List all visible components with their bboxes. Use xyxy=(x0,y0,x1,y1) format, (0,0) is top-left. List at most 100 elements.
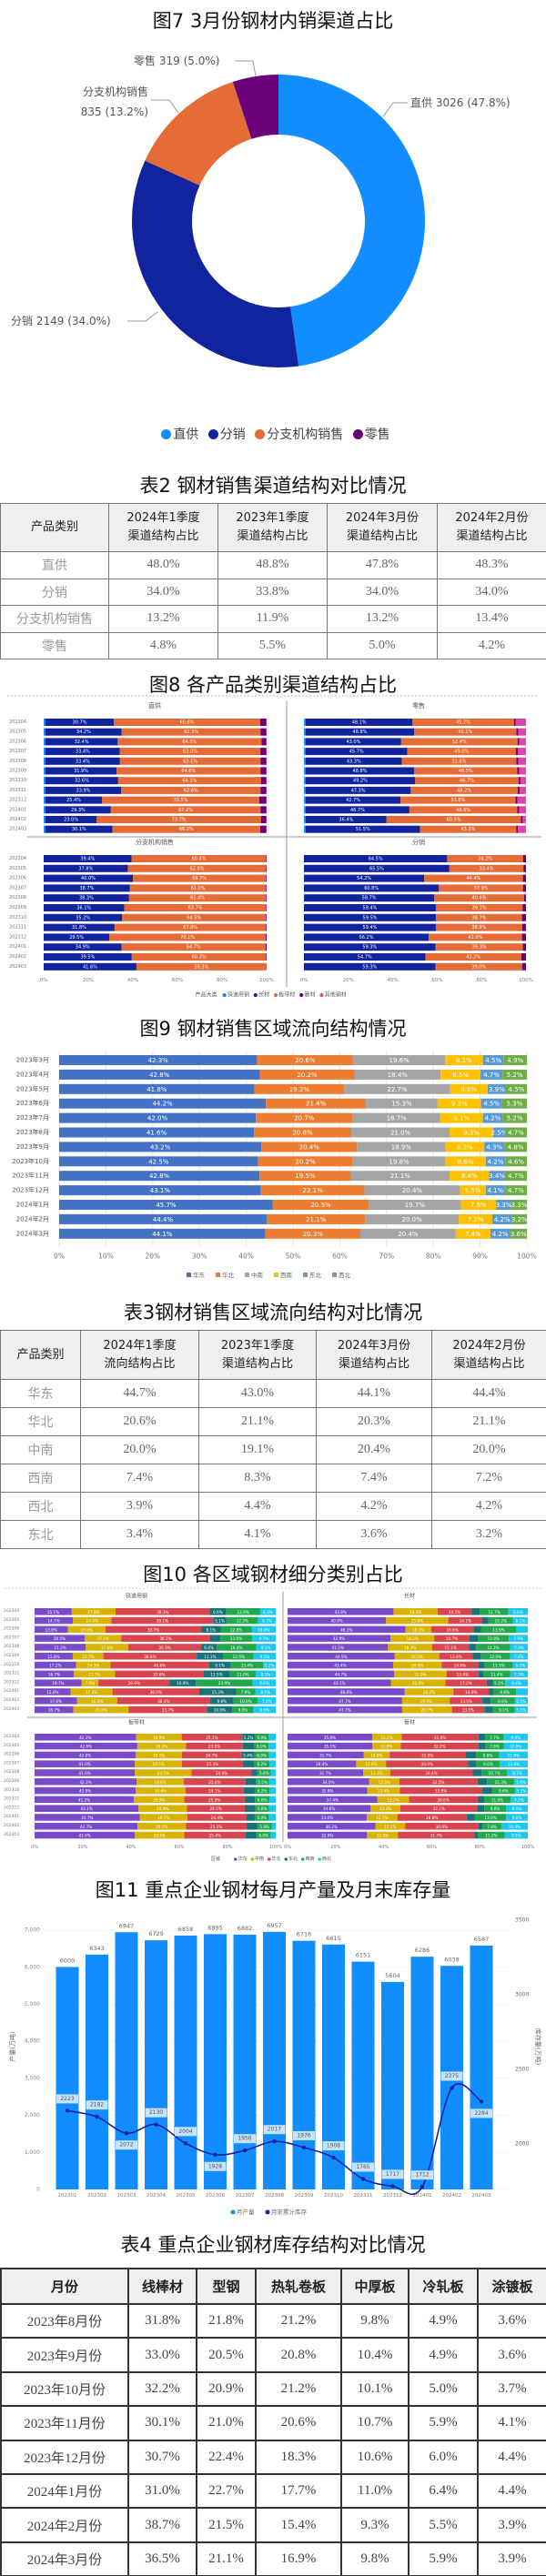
bar-row: 16.7% 23.6% 33.7% 10.9% 9.0% 9.6% xyxy=(35,1706,276,1714)
bar-segment xyxy=(121,786,261,794)
x-tick-label: 202301 xyxy=(58,2193,77,2199)
bar-segment xyxy=(431,1644,470,1651)
legend-swatch-icon xyxy=(332,1273,337,1277)
bar-segment xyxy=(266,874,267,882)
bar-segment xyxy=(259,719,267,726)
bar-segment xyxy=(477,1805,485,1812)
data-label: 38.7% xyxy=(79,886,94,891)
x-tick-label: 80% xyxy=(475,1845,485,1850)
legend-dot-icon xyxy=(250,1857,254,1861)
bar-row: 35.2% 64.5% xyxy=(44,913,267,921)
data-label: 10.0% xyxy=(239,1699,251,1704)
bar-segment xyxy=(288,1635,391,1642)
data-label: 43.3% xyxy=(347,759,361,764)
bar-segment xyxy=(236,1688,256,1696)
data-label: 10.9% xyxy=(370,1753,382,1757)
y-tick-label: 3,000 xyxy=(25,2075,40,2081)
table-row: 2023年9月份 33.0% 20.5% 20.8% 10.4% 4.9% 3.6% xyxy=(0,2337,546,2373)
data-label: 9.0% xyxy=(238,1708,248,1713)
bar-segment xyxy=(226,1616,258,1625)
table-cell: 3.9% xyxy=(477,2507,546,2543)
x-tick-label: 80% xyxy=(476,978,487,983)
bar-segment xyxy=(187,1805,246,1812)
data-label: 31.9% xyxy=(74,769,88,774)
bar-segment xyxy=(266,894,267,902)
data-label: 47.3% xyxy=(351,788,366,793)
bar-segment xyxy=(405,1823,479,1830)
data-label: 20.0% xyxy=(411,1664,423,1668)
column-header: 型钢 xyxy=(196,2268,257,2305)
bar-value-label: 6858 xyxy=(178,1926,194,1933)
table-cell: 3.9% xyxy=(477,2541,546,2576)
bar-segment xyxy=(492,1688,517,1696)
data-label: 20.6% xyxy=(295,1057,316,1064)
data-label: 8.1% xyxy=(456,1057,472,1064)
y-tick-label: 2024年2月 xyxy=(16,1214,49,1223)
data-label: 11.3% xyxy=(495,1780,507,1785)
x-tick-label: 50% xyxy=(286,1253,301,1261)
table-row: 2023年8月份 31.8% 21.8% 21.2% 9.8% 4.9% 3.6% xyxy=(0,2302,546,2340)
bar-segment xyxy=(35,1751,136,1759)
data-label: 4.7% xyxy=(508,1130,524,1137)
bar-segment xyxy=(435,923,522,931)
data-label: 35.2% xyxy=(76,915,90,921)
bar-segment xyxy=(266,913,267,921)
data-label: 20.7% xyxy=(294,1115,315,1122)
line-value-box xyxy=(293,2130,315,2140)
bar-segment xyxy=(265,1228,361,1239)
data-label: 9.6% xyxy=(500,1690,510,1695)
data-label: 10.7% xyxy=(488,1771,500,1776)
data-label: 41.6% xyxy=(83,964,97,970)
data-label: 5.2% xyxy=(507,1072,523,1079)
bar-segment xyxy=(232,1706,254,1714)
bar-segment xyxy=(76,1697,117,1705)
data-label: 8.3% xyxy=(457,1143,473,1151)
bar-segment xyxy=(263,1661,276,1669)
data-label: 42.6% xyxy=(80,1745,92,1749)
data-label: 5.2% xyxy=(265,1664,275,1668)
data-label: 29.3% xyxy=(71,808,86,813)
data-label: 20.5% xyxy=(54,1636,66,1641)
data-label: 38.7% xyxy=(471,915,486,921)
table-cell: 7.4% xyxy=(80,1464,199,1493)
bar-value-label: 6895 xyxy=(207,1924,223,1931)
y-tick-label: 202311 xyxy=(9,925,26,931)
data-label: 62.6% xyxy=(184,788,198,793)
line-point xyxy=(154,2122,158,2127)
legend-item: 中南 xyxy=(255,1856,264,1862)
bar-segment xyxy=(386,1760,469,1767)
bar-segment xyxy=(44,786,46,794)
line-value-label: 2182 xyxy=(90,2102,104,2108)
bar-segment xyxy=(304,933,430,941)
y-tick-label: 2023年10月 xyxy=(12,1157,49,1165)
data-label: 8.7% xyxy=(512,1771,522,1776)
data-label: 5.3% xyxy=(506,1101,522,1108)
legend-swatch-icon xyxy=(274,1273,278,1277)
data-label: 12.5% xyxy=(379,1780,390,1785)
bar-segment xyxy=(121,1635,210,1642)
data-label: 3.4% xyxy=(489,1172,505,1180)
table-cell: 19.1% xyxy=(198,1435,317,1464)
data-label: 42.3% xyxy=(79,1780,91,1785)
bar-value-label: 6615 xyxy=(326,1935,341,1942)
bar-segment xyxy=(245,1778,257,1786)
table-cell: 20.9% xyxy=(196,2370,257,2408)
bar-segment xyxy=(184,1831,246,1839)
bar-segment xyxy=(67,1625,106,1634)
data-label: 33.0% xyxy=(321,1816,333,1820)
bar-segment xyxy=(44,719,46,726)
data-label: 4.2% xyxy=(494,1216,511,1223)
line-value-label: 1765 xyxy=(356,2164,369,2170)
bar-segment xyxy=(484,1805,506,1812)
legend-dot-icon xyxy=(273,992,278,998)
bar-row: 32.8% 13.4% 33.9% 9.6% 5.2% xyxy=(288,1786,528,1795)
legend-dot-icon xyxy=(222,992,227,998)
data-label: 60.5% xyxy=(447,818,461,823)
data-label: 43.3% xyxy=(460,827,475,832)
bar-segment xyxy=(268,1778,276,1786)
header-line: 渠道结构占比 xyxy=(237,529,308,543)
bar-value-label: 5604 xyxy=(385,1972,400,1979)
bar-segment xyxy=(445,1156,486,1167)
data-label: 5.2% xyxy=(244,1736,254,1740)
bar-segment xyxy=(44,913,123,921)
